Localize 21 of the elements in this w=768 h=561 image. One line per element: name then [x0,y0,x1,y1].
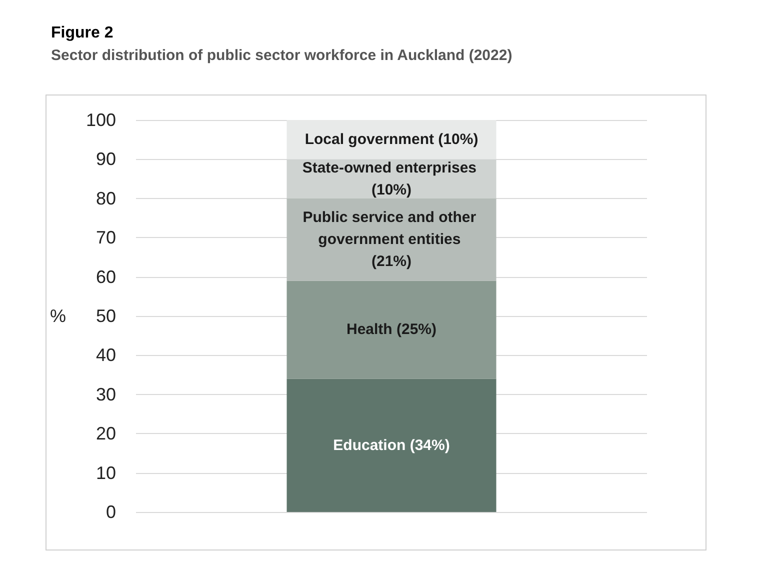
y-tick-label: 40 [96,345,116,366]
y-tick-label: 50 [96,306,116,326]
y-tick-label: 100 [86,110,116,130]
chart-subtitle: Sector distribution of public sector workforce in Auckland (2022) [51,47,512,64]
data-label: State-owned enterprises (10%) [302,159,481,198]
y-tick-label: 60 [96,266,116,287]
y-tick-label: 90 [96,149,116,170]
y-tick-label: 0 [106,502,116,522]
data-label: Health (25%) [346,321,437,338]
y-axis-title: % [50,306,66,326]
data-label: Public service and other government entities (21%) [302,209,480,270]
y-tick-label: 30 [96,384,116,404]
y-tick-label: 70 [96,228,116,248]
y-tick-label: 20 [96,424,116,444]
bar [286,280,496,379]
y-tick-label: 80 [96,188,116,208]
bar [286,378,496,512]
chart-title: Figure 2 [51,24,114,42]
data-label: Local government (10%) [304,131,478,148]
data-label: Education (34%) [333,436,450,454]
y-tick-label: 10 [96,462,116,483]
